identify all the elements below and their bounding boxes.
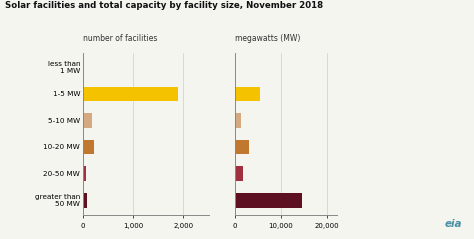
Bar	[235, 166, 244, 181]
Text: number of facilities: number of facilities	[83, 34, 157, 43]
Bar	[235, 193, 302, 208]
Bar	[83, 140, 93, 154]
Bar	[83, 193, 88, 208]
Bar	[235, 87, 260, 101]
Bar	[235, 113, 241, 128]
Text: eia: eia	[445, 219, 462, 229]
Bar	[83, 60, 84, 75]
Bar	[83, 87, 178, 101]
Bar	[83, 166, 86, 181]
Bar	[235, 140, 249, 154]
Bar	[83, 113, 92, 128]
Text: megawatts (MW): megawatts (MW)	[235, 34, 300, 43]
Text: Solar facilities and total capacity by facility size, November 2018: Solar facilities and total capacity by f…	[5, 1, 323, 10]
